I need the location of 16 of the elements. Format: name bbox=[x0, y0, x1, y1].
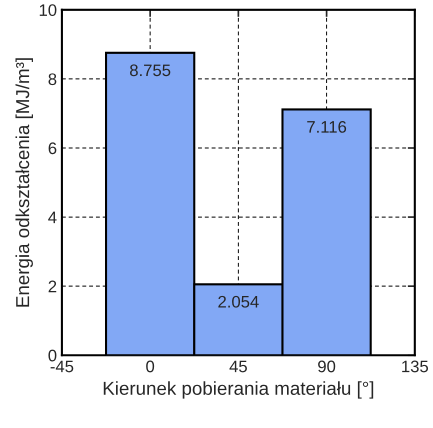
y-tick-label: 0 bbox=[48, 350, 56, 362]
y-tick-label: 6 bbox=[48, 142, 56, 154]
data-label: 8.755 bbox=[130, 64, 170, 76]
x-tick-label: -45 bbox=[50, 360, 74, 372]
y-tick-label: 8 bbox=[48, 73, 56, 86]
x-tick-label: 45 bbox=[229, 360, 247, 372]
y-tick-label: 2 bbox=[48, 280, 56, 292]
y-tick-label: 10 bbox=[40, 4, 56, 16]
x-tick-label: 135 bbox=[402, 360, 428, 372]
x-tick-label: 90 bbox=[318, 360, 336, 372]
x-tick-label: 0 bbox=[146, 360, 154, 372]
data-label: 7.116 bbox=[307, 121, 346, 133]
y-axis-title: Energia odkształcenia [MJ/m³] bbox=[15, 58, 33, 307]
x-axis-title: Kierunek pobierania materiału [°] bbox=[104, 381, 374, 399]
data-label: 2.054 bbox=[218, 296, 259, 308]
y-tick-label: 4 bbox=[48, 212, 57, 224]
